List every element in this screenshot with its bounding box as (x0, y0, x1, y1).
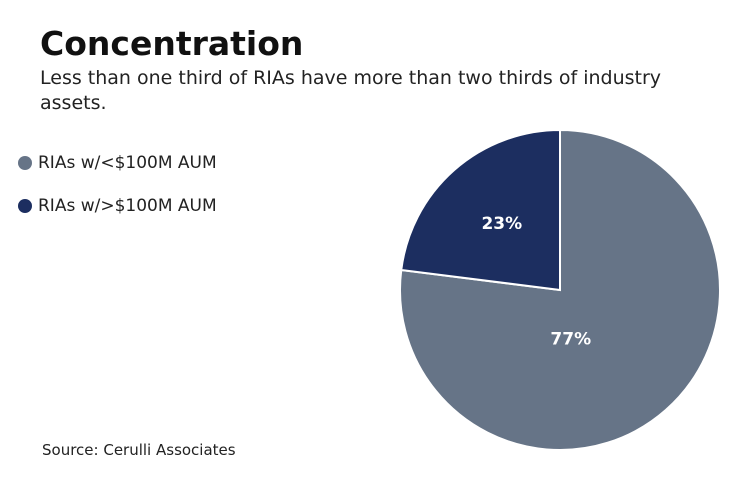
legend-label: RIAs w/>$100M AUM (38, 196, 217, 216)
legend-item-large-rias: RIAs w/>$100M AUM (18, 196, 217, 216)
pie-slice-1 (400, 128, 561, 292)
data-label-0: 77% (550, 330, 591, 350)
data-label-1: 23% (481, 214, 522, 234)
legend-label: RIAs w/<$100M AUM (38, 153, 217, 173)
chart-title: Concentration (40, 24, 304, 63)
source-note: Source: Cerulli Associates (42, 441, 236, 459)
legend-swatch (18, 156, 32, 170)
legend-swatch (18, 199, 32, 213)
chart-subtitle: Less than one third of RIAs have more th… (40, 67, 662, 114)
legend-item-small-rias: RIAs w/<$100M AUM (18, 153, 217, 173)
